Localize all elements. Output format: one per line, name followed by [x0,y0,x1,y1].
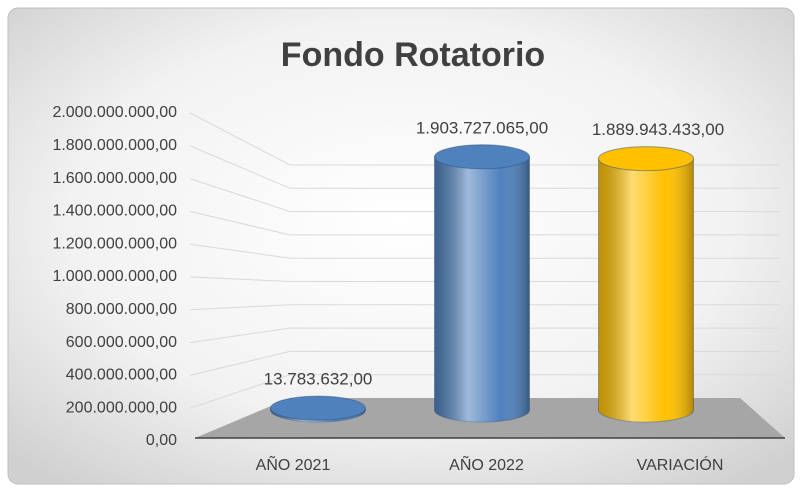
x-tick-label: AÑO 2022 [449,454,524,474]
bar-top [434,144,530,170]
value-label: 13.783.632,00 [264,370,373,389]
y-tick-label: 1.600.000.000,00 [52,170,177,187]
chart-title: Fondo Rotatorio [281,36,545,74]
y-tick-label: 800.000.000,00 [66,301,177,318]
bar-top [270,395,366,421]
y-tick-label: 1.400.000.000,00 [52,203,177,220]
y-tick-label: 0,00 [146,432,177,449]
bar-shade [434,156,530,422]
value-label: 1.889.943.433,00 [592,120,724,139]
y-tick-label: 200.000.000,00 [66,399,177,416]
bar-top [598,146,694,172]
x-tick-label: AÑO 2021 [256,454,331,474]
y-tick-label: 400.000.000,00 [66,367,177,384]
y-tick-label: 1.200.000.000,00 [52,235,177,252]
y-tick-label: 600.000.000,00 [66,334,177,351]
value-label: 1.903.727.065,00 [416,118,548,137]
y-tick-label: 1.800.000.000,00 [52,137,177,154]
y-tick-label: 1.000.000.000,00 [52,268,177,285]
bar-shade [598,158,694,423]
y-tick-label: 2.000.000.000,00 [52,104,177,121]
plot: 13.783.632,00 AÑO 2021 1.903.727.065,00 AÑO… [256,118,725,474]
x-tick-label: VARIACIÓN [637,455,724,474]
chart-background [7,7,795,485]
